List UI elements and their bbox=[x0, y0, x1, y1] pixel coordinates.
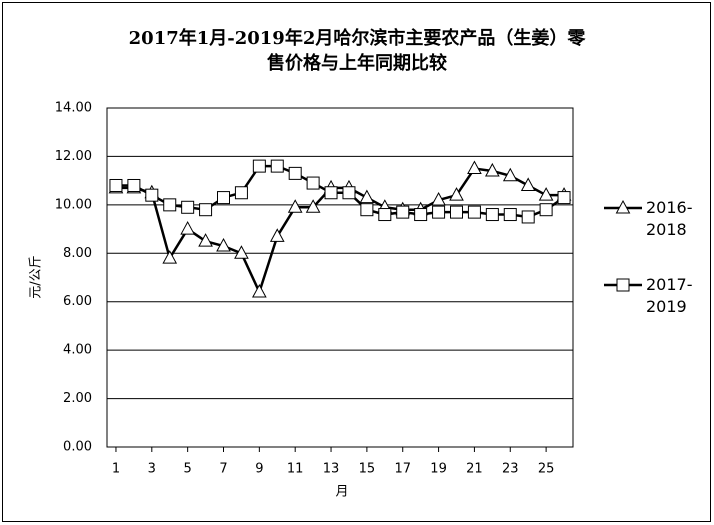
marker bbox=[287, 199, 303, 213]
marker bbox=[467, 160, 482, 175]
marker bbox=[199, 203, 213, 217]
marker bbox=[252, 159, 266, 173]
y-tick-label: 12.00 bbox=[55, 149, 92, 164]
y-tick-label: 2.00 bbox=[63, 391, 92, 406]
legend-label: 2017-2019 bbox=[646, 275, 693, 316]
x-tick-label: 3 bbox=[148, 462, 156, 477]
marker bbox=[467, 205, 481, 219]
x-tick-label: 5 bbox=[184, 462, 192, 477]
x-axis-label: 月 bbox=[335, 485, 348, 500]
legend-label: 2016-2018 bbox=[646, 198, 693, 239]
marker bbox=[305, 199, 321, 213]
marker bbox=[431, 191, 446, 206]
y-tick-label: 10.00 bbox=[55, 197, 92, 212]
y-axis-label: 元/公斤 bbox=[29, 255, 44, 298]
x-tick-label: 11 bbox=[287, 462, 304, 477]
marker bbox=[450, 205, 463, 219]
marker bbox=[217, 191, 230, 205]
marker bbox=[163, 198, 177, 212]
marker bbox=[342, 186, 356, 200]
x-tick-label: 19 bbox=[430, 462, 447, 477]
marker bbox=[127, 178, 141, 192]
marker bbox=[502, 167, 518, 182]
x-tick-label: 23 bbox=[502, 462, 519, 477]
marker bbox=[557, 191, 571, 205]
marker bbox=[378, 208, 392, 222]
marker bbox=[521, 210, 535, 224]
marker bbox=[269, 228, 285, 242]
marker bbox=[485, 208, 499, 222]
marker bbox=[324, 186, 338, 200]
x-tick-label: 21 bbox=[466, 462, 483, 477]
marker bbox=[503, 208, 517, 222]
marker bbox=[306, 176, 320, 190]
marker bbox=[396, 205, 410, 219]
x-tick-label: 17 bbox=[394, 462, 411, 477]
marker bbox=[180, 221, 195, 235]
marker bbox=[520, 177, 536, 191]
x-tick-label: 7 bbox=[219, 462, 227, 477]
marker bbox=[359, 189, 375, 204]
marker bbox=[449, 187, 464, 201]
marker bbox=[270, 159, 284, 173]
marker bbox=[288, 166, 302, 180]
x-tick-label: 13 bbox=[323, 462, 340, 477]
marker bbox=[414, 208, 428, 222]
x-tick-label: 1 bbox=[112, 462, 120, 477]
x-tick-label: 9 bbox=[255, 462, 263, 477]
legend-marker bbox=[616, 278, 630, 292]
marker bbox=[162, 250, 178, 264]
marker bbox=[538, 187, 554, 201]
y-tick-label: 6.00 bbox=[63, 294, 92, 309]
marker bbox=[109, 178, 123, 192]
x-tick-label: 25 bbox=[538, 462, 555, 477]
x-tick-label: 15 bbox=[359, 462, 376, 477]
chart-title: 售价格与上年同期比较 bbox=[267, 52, 447, 74]
y-tick-label: 14.00 bbox=[55, 101, 92, 116]
y-tick-label: 0.00 bbox=[63, 440, 92, 455]
marker bbox=[432, 205, 446, 219]
marker bbox=[181, 200, 195, 214]
marker bbox=[360, 203, 374, 217]
marker bbox=[539, 203, 553, 217]
plot-area bbox=[106, 107, 574, 448]
marker bbox=[252, 283, 267, 298]
marker bbox=[485, 162, 500, 177]
y-tick-label: 4.00 bbox=[63, 343, 92, 358]
chart-title: 2017年1月-2019年2月哈尔滨市主要农产品（生姜）零 bbox=[129, 27, 587, 49]
marker bbox=[145, 188, 159, 202]
marker bbox=[198, 233, 213, 247]
y-tick-label: 8.00 bbox=[63, 246, 92, 261]
marker bbox=[234, 186, 248, 200]
legend-marker bbox=[615, 199, 631, 214]
marker bbox=[216, 237, 231, 252]
marker bbox=[234, 245, 249, 259]
